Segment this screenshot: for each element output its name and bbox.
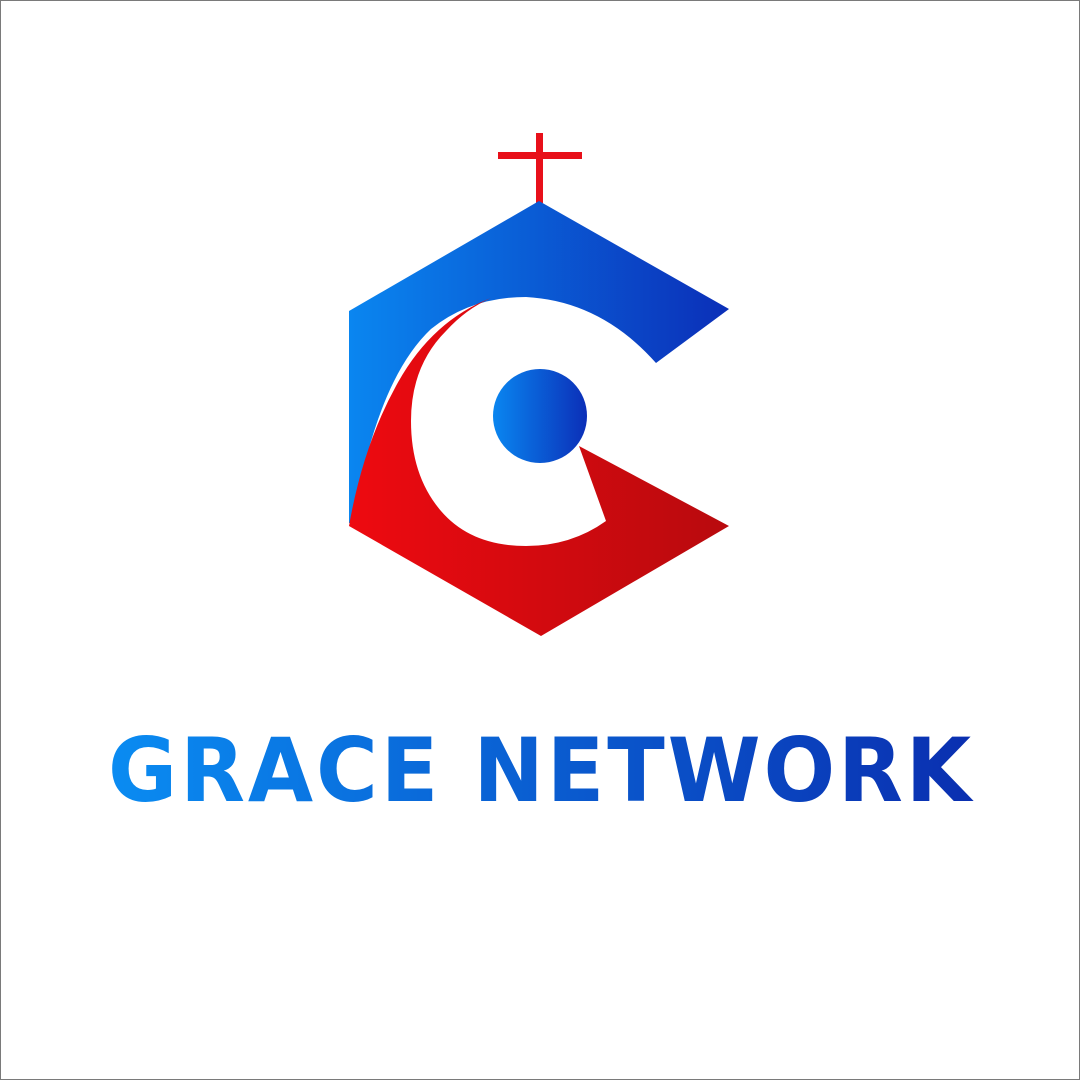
church-hexagon-icon	[349, 201, 729, 523]
letter-g-icon	[349, 298, 729, 636]
dot-icon	[493, 369, 587, 463]
brand-name: GRACE NETWORK	[108, 719, 974, 822]
cross-icon	[498, 133, 582, 203]
brand-wordmark: GRACE NETWORK	[108, 719, 974, 822]
church-logo-mark	[349, 133, 729, 636]
